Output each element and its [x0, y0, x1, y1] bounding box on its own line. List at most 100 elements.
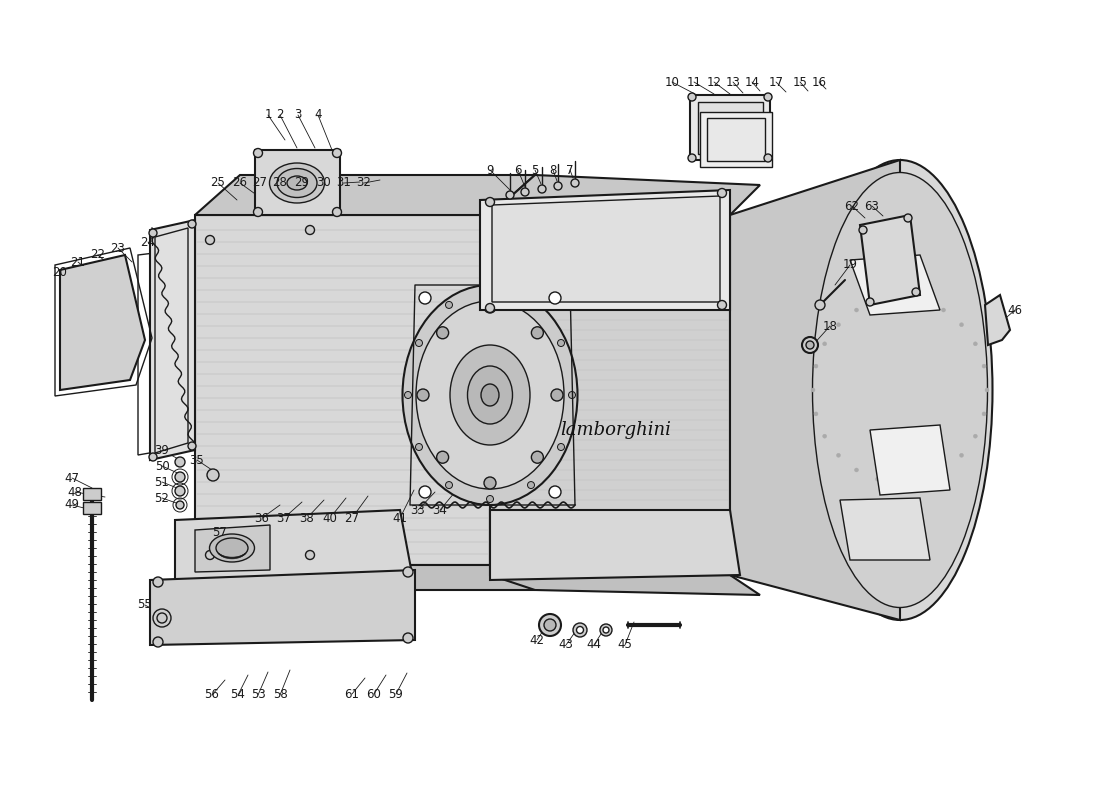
Text: 28: 28 — [273, 177, 287, 190]
Text: 10: 10 — [664, 75, 680, 89]
Text: 27: 27 — [253, 177, 267, 190]
Circle shape — [876, 477, 880, 481]
Text: 46: 46 — [1008, 303, 1023, 317]
Text: 13: 13 — [726, 75, 740, 89]
Bar — [698, 102, 763, 154]
Circle shape — [544, 619, 556, 631]
Text: 59: 59 — [388, 687, 404, 701]
Circle shape — [912, 288, 920, 296]
Circle shape — [814, 412, 818, 416]
Text: 45: 45 — [617, 638, 632, 651]
Text: 39: 39 — [155, 443, 169, 457]
Text: 43: 43 — [559, 638, 573, 651]
Circle shape — [982, 364, 986, 368]
Ellipse shape — [468, 366, 513, 424]
Text: 40: 40 — [322, 511, 338, 525]
Polygon shape — [984, 295, 1010, 345]
Circle shape — [437, 451, 449, 463]
Circle shape — [600, 624, 612, 636]
Text: 27: 27 — [344, 511, 360, 525]
Text: 37: 37 — [276, 511, 292, 525]
Circle shape — [898, 480, 902, 484]
Polygon shape — [150, 570, 415, 645]
Circle shape — [802, 337, 818, 353]
Text: 49: 49 — [65, 498, 79, 511]
Ellipse shape — [813, 173, 988, 607]
Circle shape — [764, 154, 772, 162]
Circle shape — [569, 391, 575, 398]
Circle shape — [416, 339, 422, 346]
Text: 3: 3 — [295, 109, 301, 122]
Text: 8: 8 — [549, 163, 557, 177]
Circle shape — [836, 322, 840, 326]
Text: 4: 4 — [315, 109, 321, 122]
Circle shape — [175, 457, 185, 467]
Circle shape — [506, 191, 514, 199]
Circle shape — [823, 434, 827, 438]
Circle shape — [148, 229, 157, 237]
Circle shape — [417, 389, 429, 401]
Circle shape — [206, 235, 214, 245]
Polygon shape — [870, 425, 950, 495]
Text: 41: 41 — [393, 511, 407, 525]
Polygon shape — [195, 175, 535, 215]
Text: 56: 56 — [205, 689, 219, 702]
Ellipse shape — [209, 534, 254, 562]
Text: 20: 20 — [53, 266, 67, 278]
Text: 7: 7 — [566, 163, 574, 177]
Text: 31: 31 — [337, 177, 351, 190]
Text: 57: 57 — [212, 526, 228, 538]
Text: 22: 22 — [90, 249, 106, 262]
Text: 52: 52 — [155, 491, 169, 505]
Text: 1: 1 — [264, 109, 272, 122]
Bar — [82, 502, 101, 514]
Circle shape — [815, 300, 825, 310]
Polygon shape — [490, 175, 760, 215]
Polygon shape — [840, 498, 929, 560]
Circle shape — [573, 623, 587, 637]
Circle shape — [836, 454, 840, 458]
Bar — [690, 95, 770, 160]
Circle shape — [539, 614, 561, 636]
Text: 16: 16 — [812, 75, 826, 89]
Text: 21: 21 — [70, 255, 86, 269]
Text: 60: 60 — [366, 687, 382, 701]
Polygon shape — [175, 510, 415, 595]
Circle shape — [419, 292, 431, 304]
Polygon shape — [195, 215, 490, 565]
Text: 55: 55 — [138, 598, 153, 611]
Bar — [700, 112, 772, 167]
Circle shape — [558, 443, 564, 450]
Text: 24: 24 — [141, 235, 155, 249]
Circle shape — [437, 326, 449, 338]
Circle shape — [153, 577, 163, 587]
Circle shape — [148, 453, 157, 461]
Circle shape — [982, 412, 986, 416]
Circle shape — [959, 322, 964, 326]
Ellipse shape — [807, 160, 992, 620]
Circle shape — [306, 226, 315, 234]
Circle shape — [207, 469, 219, 481]
Circle shape — [717, 189, 726, 198]
Circle shape — [531, 451, 543, 463]
Circle shape — [876, 299, 880, 303]
Ellipse shape — [216, 538, 248, 558]
Circle shape — [942, 468, 946, 472]
Circle shape — [486, 287, 494, 294]
Ellipse shape — [403, 285, 578, 505]
Polygon shape — [730, 160, 900, 620]
Circle shape — [549, 292, 561, 304]
Circle shape — [253, 149, 263, 158]
Circle shape — [446, 482, 452, 489]
Polygon shape — [60, 255, 145, 390]
Text: 11: 11 — [686, 75, 702, 89]
Circle shape — [942, 308, 946, 312]
Polygon shape — [490, 575, 760, 595]
Polygon shape — [255, 150, 340, 215]
Circle shape — [959, 454, 964, 458]
Circle shape — [904, 214, 912, 222]
Circle shape — [175, 472, 185, 482]
Circle shape — [188, 220, 196, 228]
Circle shape — [984, 388, 989, 392]
Circle shape — [175, 486, 185, 496]
